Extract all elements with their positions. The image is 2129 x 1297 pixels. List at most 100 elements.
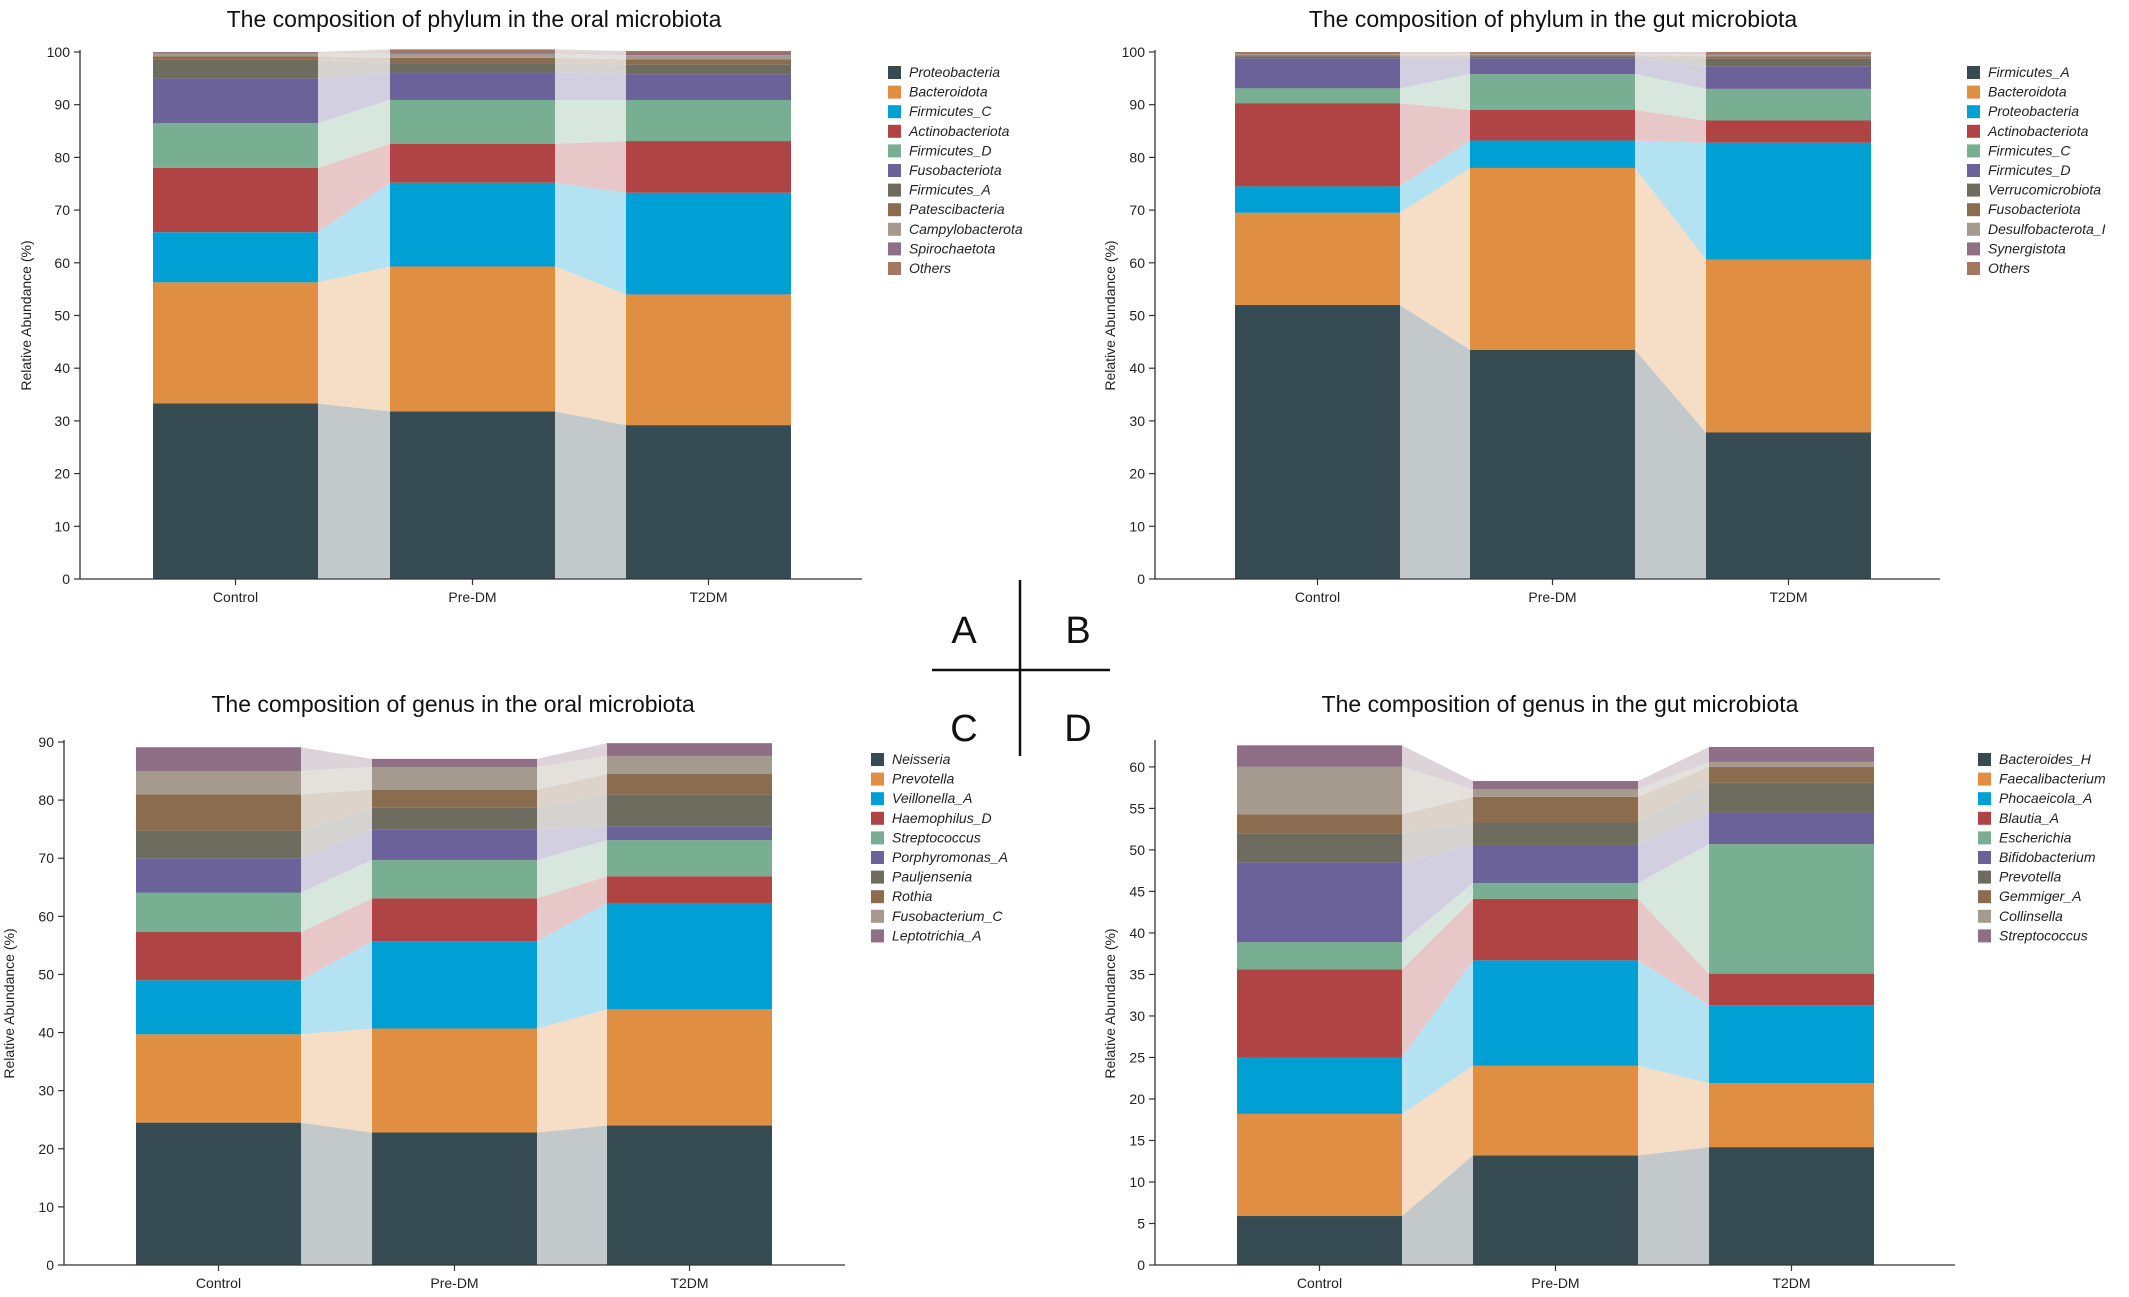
chart-panel-d: The composition of genus in the gut micr… bbox=[1102, 691, 2106, 1291]
bar-segment-control-actinobacteriota bbox=[1235, 103, 1400, 187]
legend-label: Actinobacteriota bbox=[1987, 123, 2089, 139]
bar-segment-t2dm-bacteroidota bbox=[1706, 259, 1871, 433]
bar-segment-control-firmicutes-c bbox=[1235, 88, 1400, 104]
bar-segment-control-firmicutes-d bbox=[153, 123, 318, 168]
bar-segment-t2dm-others bbox=[1706, 52, 1871, 54]
bar-segment-t2dm-rothia bbox=[607, 773, 772, 795]
x-tick-label-t2dm: T2DM bbox=[1772, 1275, 1810, 1291]
ribbon-bacteroides-h-2 bbox=[1638, 1147, 1709, 1265]
ribbon-proteobacteria-1 bbox=[318, 403, 390, 579]
bar-segment-pre-dm-bacteroidota bbox=[390, 266, 555, 412]
axes: 0 5 10 15 20 25 30 35 40 45 50 55 60 Control Pre-DM T2D… bbox=[1102, 740, 1955, 1291]
panel-letter-c: C bbox=[950, 708, 977, 750]
legend-label: Proteobacteria bbox=[909, 64, 1000, 80]
bar-segment-control-escherichia bbox=[1237, 942, 1402, 970]
legend-item-spirochaetota: Spirochaetota bbox=[888, 240, 996, 256]
bar-segment-pre-dm-actinobacteriota bbox=[1470, 109, 1635, 141]
legend-item-faecalibacterium: Faecalibacterium bbox=[1978, 771, 2106, 787]
legend-swatch bbox=[888, 242, 901, 256]
bar-segment-control-proteobacteria bbox=[1235, 186, 1400, 213]
ribbon-firmicutes-a-1 bbox=[318, 59, 390, 79]
ribbon-haemophilus-d-2 bbox=[537, 876, 607, 942]
bar-segment-t2dm-streptococcus bbox=[607, 840, 772, 877]
legend: Neisseria Prevotella Veillonella_A Haemophi… bbox=[871, 751, 1008, 943]
x-tick-label-pre-dm: Pre-DM bbox=[1528, 589, 1576, 605]
legend-item-fusobacterium-c: Fusobacterium_C bbox=[871, 908, 1003, 924]
bar-segment-t2dm-proteobacteria bbox=[1706, 142, 1871, 260]
bar-segment-pre-dm-escherichia bbox=[1473, 883, 1638, 899]
bar-segment-t2dm-haemophilus-d bbox=[607, 876, 772, 903]
legend-item-haemophilus-d: Haemophilus_D bbox=[871, 810, 992, 826]
bar-segment-control-actinobacteriota bbox=[153, 167, 318, 233]
bar-segment-t2dm-porphyromonas-a bbox=[607, 826, 772, 841]
legend-item-synergistota: Synergistota bbox=[1967, 240, 2066, 256]
legend-item-bifidobacterium: Bifidobacterium bbox=[1978, 849, 2096, 865]
ribbon-patescibacteria-1 bbox=[318, 56, 390, 64]
legend-swatch bbox=[888, 164, 901, 177]
legend-label: Neisseria bbox=[892, 751, 951, 767]
ribbon-patescibacteria-2 bbox=[555, 57, 626, 65]
legend-label: Desulfobacterota_I bbox=[1988, 221, 2106, 237]
ribbon-neisseria-1 bbox=[301, 1122, 372, 1265]
bar-segment-pre-dm-rothia bbox=[372, 789, 537, 808]
legend-label: Porphyromonas_A bbox=[892, 849, 1008, 865]
legend-label: Leptotrichia_A bbox=[892, 927, 982, 943]
x-tick-label-control: Control bbox=[213, 589, 258, 605]
bar-segment-t2dm-streptococcus bbox=[1709, 746, 1874, 762]
panel-letter-b: B bbox=[1065, 610, 1090, 652]
legend-swatch bbox=[888, 203, 901, 217]
legend-swatch bbox=[871, 792, 884, 806]
legend-label: Firmicutes_D bbox=[909, 142, 991, 158]
legend-swatch bbox=[1978, 870, 1991, 884]
legend-swatch bbox=[1967, 262, 1980, 275]
bar-segment-control-leptotrichia-a bbox=[136, 747, 301, 772]
legend-swatch bbox=[1967, 105, 1980, 119]
bar-segment-control-firmicutes-c bbox=[153, 232, 318, 283]
bars bbox=[136, 743, 772, 1265]
legend: Firmicutes_A Bacteroidota Proteobacteria Ac… bbox=[1967, 64, 2106, 276]
bar-segment-control-phocaeicola-a bbox=[1237, 1057, 1402, 1114]
legend-swatch bbox=[1978, 890, 1991, 904]
ribbon-faecalibacterium-1 bbox=[1402, 1065, 1473, 1217]
legend-label: Prevotella bbox=[892, 771, 954, 787]
ribbon-firmicutes-a-2 bbox=[555, 63, 626, 75]
legend-swatch bbox=[888, 85, 901, 99]
ribbon-phocaeicola-a-1 bbox=[1402, 960, 1473, 1114]
ribbon-campylobacterota-1 bbox=[318, 53, 390, 58]
bar-segment-pre-dm-proteobacteria bbox=[1470, 140, 1635, 168]
bar-segment-pre-dm-firmicutes-d bbox=[1470, 58, 1635, 75]
bar-segment-pre-dm-firmicutes-a bbox=[1470, 349, 1635, 579]
bars bbox=[1235, 52, 1871, 579]
legend-label: Fusobacterium_C bbox=[892, 908, 1003, 924]
bar-segment-t2dm-firmicutes-c bbox=[626, 192, 791, 295]
chart-panel-c: The composition of genus in the oral mic… bbox=[1, 691, 1008, 1291]
ribbon-firmicutes-d-1 bbox=[318, 99, 390, 168]
bar-segment-pre-dm-bifidobacterium bbox=[1473, 844, 1638, 884]
ribbon-firmicutes-c-1 bbox=[318, 182, 390, 283]
bar-segment-pre-dm-proteobacteria bbox=[390, 411, 555, 579]
bar-segment-t2dm-fusobacteriota bbox=[1706, 56, 1871, 59]
y-tick-label: 0 bbox=[1137, 1257, 1145, 1273]
bar-segment-t2dm-pauljensenia bbox=[607, 794, 772, 827]
bar-segment-pre-dm-haemophilus-d bbox=[372, 898, 537, 942]
legend-swatch bbox=[888, 124, 901, 138]
legend-item-phocaeicola-a: Phocaeicola_A bbox=[1978, 790, 2092, 806]
ribbon-gemmiger-a-1 bbox=[1402, 796, 1473, 834]
legend-label: Rothia bbox=[892, 888, 933, 904]
ribbon-neisseria-2 bbox=[537, 1125, 607, 1265]
y-tick-label: 30 bbox=[54, 413, 70, 429]
y-tick-label: 50 bbox=[54, 308, 70, 324]
ribbon-others-1 bbox=[318, 49, 390, 53]
chart-title: The composition of phylum in the oral mi… bbox=[227, 6, 722, 32]
bar-segment-t2dm-fusobacterium-c bbox=[607, 755, 772, 774]
bar-segment-t2dm-firmicutes-d bbox=[626, 99, 791, 142]
bar-segment-control-neisseria bbox=[136, 1122, 301, 1265]
bar-segment-t2dm-spirochaetota bbox=[626, 52, 791, 56]
bar-segment-control-verrucomicrobiota bbox=[1235, 56, 1400, 59]
legend-swatch bbox=[888, 66, 901, 79]
ribbon-actinobacteriota-1 bbox=[318, 143, 390, 233]
ribbon-leptotrichia-a-2 bbox=[537, 743, 607, 767]
ribbon-others-1 bbox=[1400, 52, 1470, 54]
legend-item-patescibacteria: Patescibacteria bbox=[888, 201, 1005, 217]
ribbon-bifidobacterium-2 bbox=[1638, 812, 1709, 884]
